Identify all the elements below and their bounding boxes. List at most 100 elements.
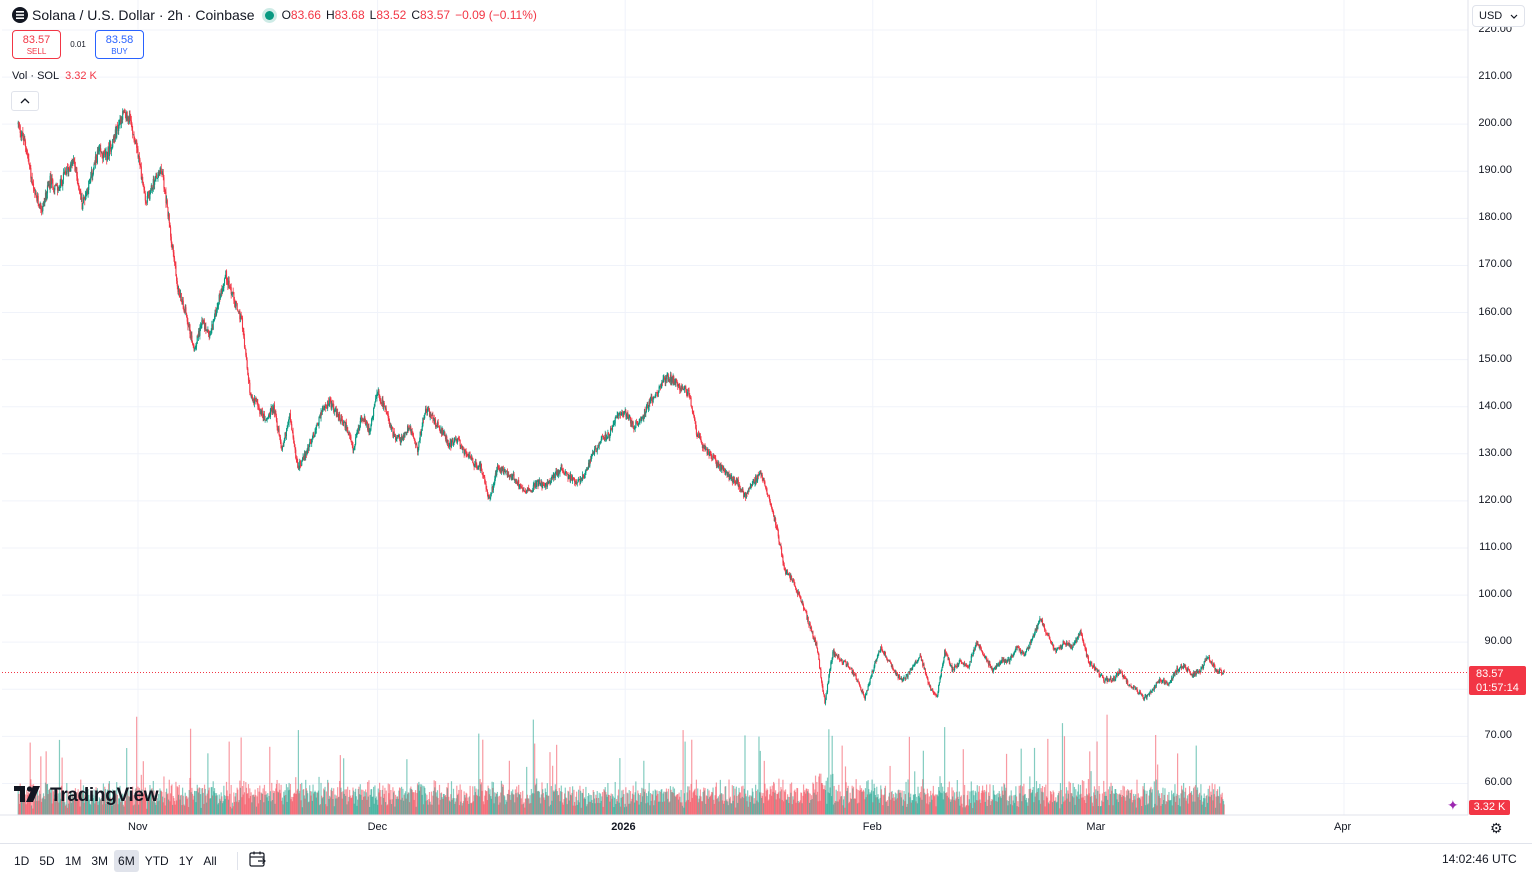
candle-body <box>444 432 445 435</box>
candle-body <box>521 486 522 488</box>
candle-body <box>42 206 43 211</box>
candle-body <box>472 458 473 463</box>
volume-bar <box>682 730 683 815</box>
candle-body <box>533 485 534 491</box>
volume-bars <box>18 715 1225 815</box>
candle-body <box>316 425 317 430</box>
candle-body <box>300 461 301 465</box>
candle-body <box>93 170 94 175</box>
candle-body <box>820 669 821 677</box>
candle-body <box>633 422 634 426</box>
candle-body <box>287 428 288 431</box>
candle-body <box>242 318 243 329</box>
candle-body <box>1057 649 1058 650</box>
candle-body <box>691 398 692 407</box>
candle-body <box>635 422 636 428</box>
candle-body <box>545 486 546 488</box>
candle-body <box>342 419 343 421</box>
candle-body <box>291 424 292 430</box>
candle-body <box>550 483 551 484</box>
candle-body <box>1037 625 1038 629</box>
candle-body <box>941 668 942 671</box>
candle-body <box>132 130 133 135</box>
candle-body <box>287 425 288 428</box>
candle-body <box>438 422 439 426</box>
candle-body <box>826 693 827 700</box>
candle-body <box>145 201 146 203</box>
candle-body <box>154 181 155 185</box>
candle-body <box>860 687 861 690</box>
candle-body <box>386 409 387 413</box>
volume-bar <box>842 746 843 815</box>
candle-body <box>504 472 505 474</box>
candle-body <box>1057 648 1058 649</box>
candle-body <box>858 680 859 682</box>
candle-body <box>413 436 414 438</box>
candle-body <box>823 691 824 693</box>
candle-body <box>308 447 309 451</box>
candle-body <box>82 203 83 209</box>
candle-body <box>163 177 164 188</box>
candle-body <box>156 175 157 178</box>
volume-bar <box>1224 804 1225 815</box>
candle-body <box>145 193 146 200</box>
candle-body <box>811 627 812 631</box>
candle-body <box>224 279 225 283</box>
candle-body <box>1031 640 1032 641</box>
candle-body <box>838 655 839 658</box>
candle-body <box>819 660 820 668</box>
candle-body <box>696 428 697 434</box>
candle-body <box>283 443 284 447</box>
candle-body <box>169 214 170 223</box>
candle-body <box>762 475 763 478</box>
candle-body <box>375 399 376 403</box>
candle-body <box>1049 637 1050 640</box>
candle-body <box>142 177 143 182</box>
candle-body <box>374 402 375 406</box>
candle-body <box>638 424 639 426</box>
candle-body <box>371 419 372 425</box>
candle-body <box>977 642 978 644</box>
candle-body <box>279 428 280 435</box>
candle-body <box>286 431 287 436</box>
candle-body <box>378 390 379 394</box>
candle-body <box>594 449 595 454</box>
candle-body <box>301 461 302 465</box>
candle-body <box>827 684 828 692</box>
candle-body <box>1050 640 1051 641</box>
candle-body <box>236 302 237 304</box>
candle-body <box>421 431 422 435</box>
candle-body <box>695 419 696 421</box>
candle-body <box>941 670 942 676</box>
candle-body <box>808 617 809 624</box>
candle-body <box>38 196 39 204</box>
candle-body <box>350 437 351 441</box>
candle-body <box>339 414 340 421</box>
candle-body <box>865 695 866 699</box>
candle-body <box>874 663 875 667</box>
volume-bar <box>619 758 620 815</box>
chart-grid <box>2 0 1468 815</box>
candle-body <box>404 433 405 437</box>
candle-body <box>418 442 419 447</box>
candle-body <box>25 142 26 147</box>
candle-body <box>778 536 779 542</box>
candle-body <box>920 655 921 656</box>
candle-body <box>249 383 250 393</box>
candle-body <box>355 437 356 444</box>
candle-body <box>416 445 417 447</box>
candle-body <box>908 673 909 677</box>
candle-body <box>993 669 994 670</box>
candle-body <box>685 386 686 389</box>
candle-body <box>167 200 168 207</box>
candle-body <box>870 679 871 684</box>
candle-body <box>906 676 907 679</box>
candlestick-chart[interactable] <box>0 0 1532 843</box>
candle-body <box>800 596 801 600</box>
candle-body <box>245 347 246 349</box>
candle-body <box>711 455 712 458</box>
candle-body <box>1014 652 1015 653</box>
candle-body <box>94 164 95 169</box>
candle-body <box>615 418 616 423</box>
candle-body <box>237 310 238 312</box>
